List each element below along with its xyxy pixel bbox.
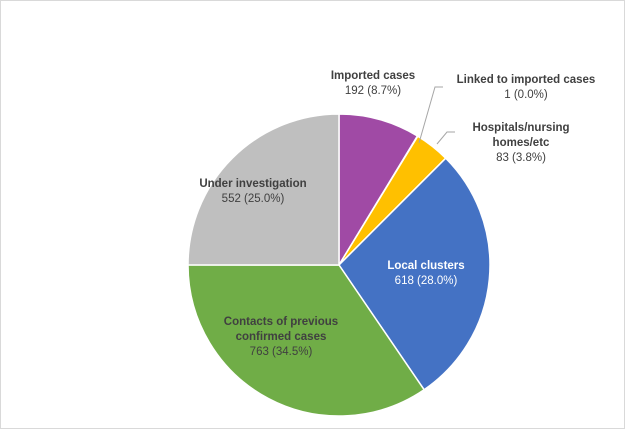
data-label-contacts-of-previous-confirmed-cases: Contacts of previous confirmed cases 763 (… (171, 315, 391, 360)
data-label-value: 618 (28.0%) (394, 275, 458, 287)
data-label-name: confirmed cases (235, 331, 327, 343)
data-label-name: Under investigation (199, 178, 307, 190)
leader-line-linked-to-imported-cases (418, 86, 443, 144)
data-label-value: 1 (0.0%) (504, 89, 548, 101)
data-label-name: Linked to imported cases (456, 74, 596, 86)
data-label-value: 192 (8.7%) (344, 85, 402, 97)
data-label-name: Local clusters (387, 260, 465, 272)
data-label-value: 83 (3.8%) (496, 152, 546, 164)
data-label-value: 552 (25.0%) (221, 193, 285, 205)
data-label-linked-to-imported-cases: Linked to imported cases 1 (0.0%) (416, 73, 625, 103)
data-label-name: Contacts of previous (223, 316, 339, 328)
data-label-under-investigation: Under investigation 552 (25.0%) (143, 177, 363, 207)
data-label-value: 763 (34.5%) (249, 346, 313, 358)
slice-under-investigation (187, 113, 340, 266)
leader-line-hospitals-nursing-homes-etc (436, 131, 455, 145)
data-label-name: Imported cases (330, 70, 416, 82)
data-label-hospitals-nursing-homes-etc: Hospitals/nursing homes/etc 83 (3.8%) (411, 121, 625, 166)
slice-local-clusters (338, 157, 491, 391)
data-label-name: homes/etc (492, 137, 550, 149)
data-label-imported-cases: Imported cases 192 (8.7%) (263, 69, 483, 99)
slice-imported-cases (338, 113, 419, 266)
slice-contacts-of-previous-confirmed-cases (187, 264, 425, 417)
data-label-name: Hospitals/nursing (472, 122, 570, 134)
data-label-local-clusters: Local clusters 618 (28.0%) (316, 259, 536, 289)
